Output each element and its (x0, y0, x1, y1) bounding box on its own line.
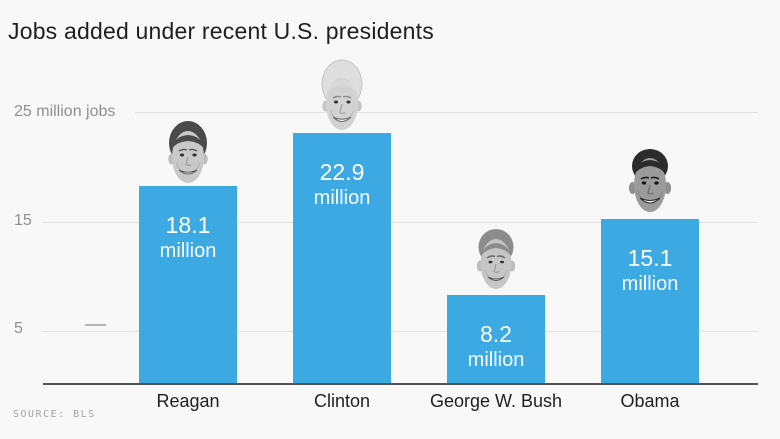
category-label-bush: George W. Bush (429, 391, 563, 411)
category-label-clinton: Clinton (313, 391, 371, 411)
bar-value-bush: 8.2 (480, 321, 512, 347)
bar-value-obama: 15.1 (627, 245, 673, 271)
chart-title: Jobs added under recent U.S. presidents (8, 18, 434, 44)
obama-photo (628, 149, 672, 212)
george-w-bush-photo (476, 229, 516, 289)
bar-clinton[interactable]: 22.9 million (293, 133, 391, 385)
bar-unit-reagan: million (159, 240, 217, 262)
gridline-5 (43, 331, 758, 332)
bar-bush[interactable]: 8.2 million (447, 295, 545, 385)
gridline-25 (135, 112, 758, 113)
bar-obama[interactable]: 15.1 million (601, 219, 699, 385)
dash-mark (85, 324, 106, 326)
bar-reagan[interactable]: 18.1 million (139, 186, 237, 385)
y-axis-label-5: 5 (14, 320, 23, 337)
bar-value-clinton: 22.9 (319, 159, 365, 185)
gridline-15 (43, 222, 758, 223)
bar-unit-bush: million (467, 349, 525, 371)
bar-unit-clinton: million (313, 187, 371, 209)
y-axis-label-25: 25 million jobs (14, 103, 116, 120)
y-axis-label-15: 15 (14, 212, 32, 229)
reagan-photo (168, 121, 208, 183)
clinton-photo (321, 59, 363, 130)
category-label-reagan: Reagan (156, 391, 220, 411)
category-label-obama: Obama (620, 391, 680, 411)
bar-value-reagan: 18.1 (165, 212, 211, 238)
x-axis-line (43, 383, 758, 385)
bar-unit-obama: million (621, 273, 679, 295)
source-attribution: SOURCE: BLS (13, 409, 96, 420)
